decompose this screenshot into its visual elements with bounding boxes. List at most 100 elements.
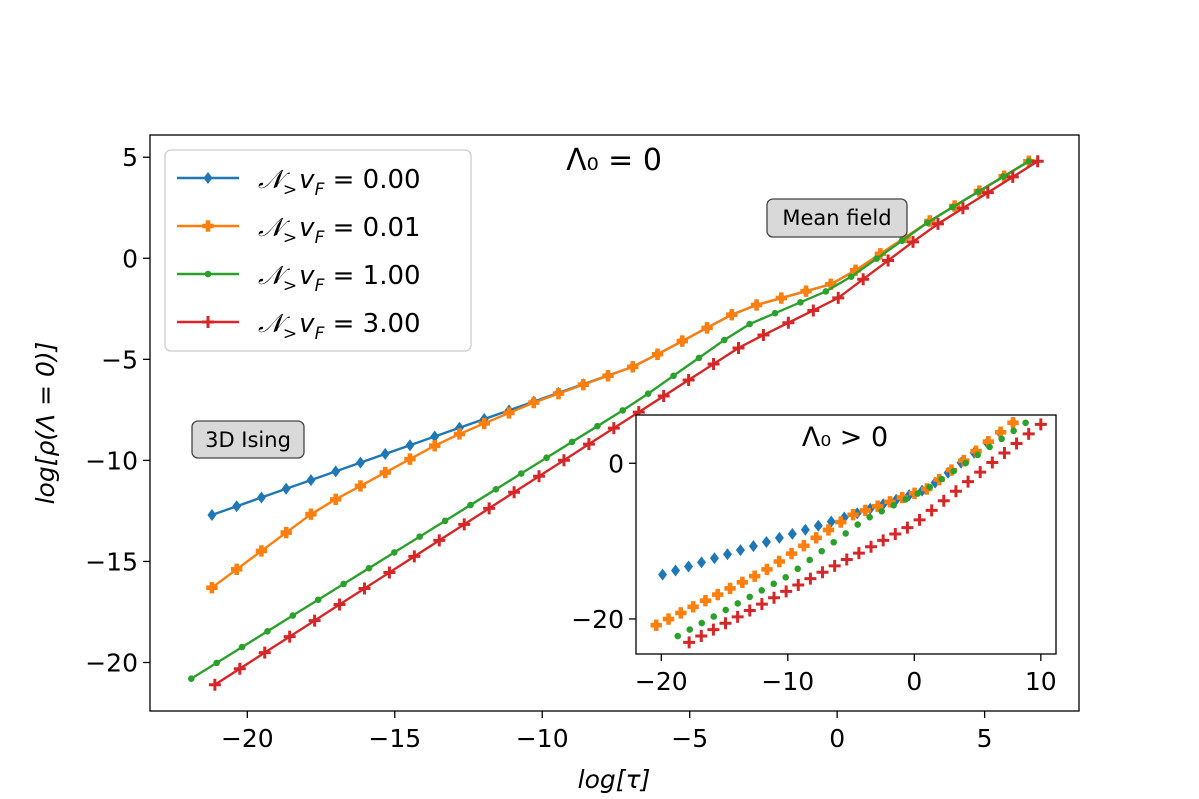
- data-point: [619, 407, 627, 414]
- data-point: [695, 629, 708, 642]
- data-point: [974, 451, 981, 459]
- y-tick-label: 0: [122, 244, 138, 273]
- legend-marker: [204, 270, 212, 278]
- data-point: [746, 593, 754, 601]
- data-point: [441, 517, 449, 525]
- data-point: [794, 565, 802, 573]
- data-point: [365, 564, 373, 572]
- data-point: [746, 320, 753, 328]
- data-point: [1007, 417, 1019, 429]
- data-point: [761, 563, 773, 576]
- data-point: [458, 518, 471, 531]
- data-point: [258, 646, 271, 659]
- data-point: [792, 578, 805, 591]
- data-point: [256, 491, 266, 504]
- data-point: [405, 439, 415, 452]
- data-point: [543, 454, 550, 462]
- data-point: [913, 513, 926, 526]
- data-point: [503, 407, 515, 419]
- data-point: [682, 374, 695, 387]
- data-point: [577, 378, 589, 391]
- data-point: [780, 585, 793, 598]
- legend-label: 𝒩>vF = 3.00: [258, 309, 421, 344]
- data-point: [884, 496, 896, 508]
- data-point: [750, 299, 763, 311]
- series-1.00: [674, 419, 1029, 640]
- main-y-ticks: −20 −15 −10 −5 0 5: [85, 143, 150, 677]
- data-point: [890, 502, 897, 509]
- legend-label: 𝒩>vF = 0.01: [258, 213, 421, 248]
- data-point: [483, 502, 496, 515]
- data-point: [878, 507, 885, 515]
- data-point: [816, 566, 829, 579]
- inset-plot: −20 −10 0 10 −20 0 Λ₀ > 0: [571, 414, 1057, 696]
- data-point: [280, 526, 292, 539]
- data-point: [818, 547, 826, 555]
- series-1.00: [187, 157, 1033, 682]
- series-3.00: [208, 155, 1044, 691]
- x-tick-label: −10: [516, 724, 569, 753]
- data-point: [707, 623, 720, 636]
- data-point: [429, 439, 441, 452]
- data-point: [924, 219, 931, 227]
- data-point: [698, 619, 706, 627]
- legend: 𝒩>vF = 0.00 𝒩>vF = 0.01 𝒩>vF = 1.00 𝒩>vF = …: [164, 149, 472, 352]
- data-point: [914, 490, 921, 497]
- main-y-axis-label: log[ρ(Λ = 0)]: [31, 342, 60, 505]
- legend-marker: [203, 172, 213, 184]
- data-point: [695, 354, 703, 362]
- data-point: [674, 632, 682, 640]
- annotation-3d-ising-box: [191, 420, 305, 459]
- inset-y-ticks: −20 0: [571, 449, 636, 634]
- data-point: [1034, 418, 1047, 431]
- data-point: [974, 466, 987, 479]
- legend-entry-1.00: 𝒩>vF = 1.00: [177, 261, 421, 296]
- data-point: [331, 465, 341, 478]
- data-point: [937, 494, 950, 507]
- data-point: [998, 446, 1011, 459]
- data-point: [787, 527, 797, 540]
- data-point: [898, 237, 906, 245]
- data-point: [842, 530, 849, 537]
- annotation-mean-field-text: Mean field: [782, 206, 891, 230]
- data-point: [734, 600, 742, 607]
- data-point: [724, 582, 736, 595]
- data-point: [208, 678, 221, 691]
- data-point: [962, 459, 969, 467]
- data-point: [854, 521, 861, 528]
- data-point: [981, 186, 994, 199]
- data-point: [644, 390, 652, 397]
- data-point: [657, 390, 670, 403]
- data-point: [306, 474, 316, 487]
- data-point: [355, 456, 365, 469]
- data-point: [416, 533, 424, 540]
- data-point: [731, 610, 744, 623]
- data-point: [283, 630, 296, 643]
- data-point: [813, 519, 823, 532]
- data-point: [1025, 157, 1033, 165]
- data-point: [949, 203, 957, 211]
- data-point: [305, 508, 317, 520]
- y-tick-label: −10: [85, 446, 138, 475]
- data-point: [478, 417, 490, 430]
- data-point: [902, 496, 909, 503]
- x-tick-label: 0: [906, 667, 922, 696]
- data-point: [1000, 173, 1007, 180]
- data-point: [340, 580, 347, 588]
- main-x-ticks: −20 −15 −10 −5 0 5: [221, 711, 993, 753]
- inset-x-ticks: −20 −10 0 10: [635, 654, 1057, 696]
- main-x-axis-label: log[τ]: [578, 765, 651, 794]
- legend-entry-0.00: 𝒩>vF = 0.00: [177, 165, 421, 200]
- data-point: [697, 556, 707, 569]
- data-point: [408, 550, 421, 563]
- main-plot: −20 −15 −10 −5 0 5 −20 −15 −10 −5 0 5 Λ₀ = 0 log[τ…: [31, 134, 1080, 794]
- data-point: [998, 435, 1005, 443]
- data-point: [230, 563, 243, 576]
- inset-series-group: [650, 416, 1047, 649]
- series-line: [211, 160, 1030, 589]
- data-point: [1031, 155, 1044, 168]
- data-point: [782, 316, 795, 329]
- data-point: [806, 556, 814, 564]
- data-point: [871, 500, 884, 512]
- data-point: [651, 348, 664, 360]
